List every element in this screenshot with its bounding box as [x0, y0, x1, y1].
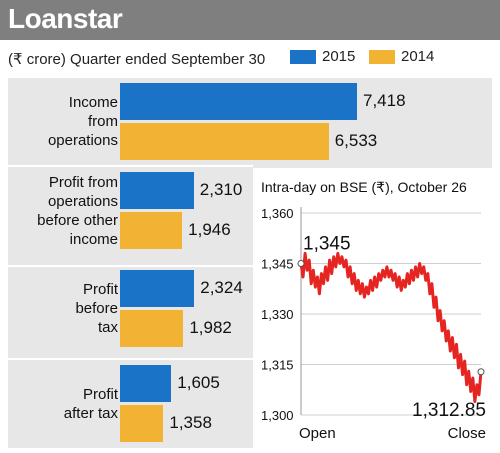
x-label-close: Close: [448, 425, 486, 442]
group-separator: [8, 165, 253, 167]
category-label-line: after tax: [63, 404, 118, 422]
bar-value-label: 1,358: [169, 413, 212, 432]
bar-2015: [120, 270, 195, 307]
close-point: [477, 368, 485, 376]
chart-subtitle: (₹ crore) Quarter ended September 30: [8, 51, 266, 68]
bar-value-label: 7,418: [363, 91, 406, 110]
category-label-line: income: [69, 230, 118, 248]
open-value-annotation: 1,345: [303, 234, 351, 255]
intraday-chart-panel: Intra-day on BSE (₹), October 26 1,360 1,3…: [253, 168, 492, 448]
y-tick-label: 1,360: [261, 206, 294, 221]
y-tick-label: 1,315: [261, 358, 294, 373]
inset-chart-title: Intra-day on BSE (₹), October 26: [261, 179, 467, 195]
category-label-line: tax: [97, 319, 118, 336]
category-label-line: before: [75, 300, 118, 317]
chart-title: Loanstar: [8, 3, 123, 34]
category-label: Profit after tax: [8, 385, 118, 423]
category-label-line: before other: [37, 211, 118, 229]
y-tick-label: 1,300: [261, 408, 294, 423]
category-label: Profit from operations before other income: [8, 173, 118, 249]
bar-2014: [120, 310, 184, 347]
group-separator: [8, 358, 253, 360]
intraday-line-chart: Intra-day on BSE (₹), October 26 1,360 1,3…: [261, 179, 486, 442]
category-label: Profit before tax: [8, 280, 118, 337]
bar-value-label: 1,982: [189, 318, 232, 337]
x-label-open: Open: [299, 425, 336, 442]
category-label: Income from operations: [8, 93, 118, 150]
category-label-line: from: [88, 113, 118, 130]
legend-label-2014: 2014: [401, 48, 435, 65]
close-value-annotation: 1,312.85: [412, 400, 486, 421]
bar-value-label: 1,946: [188, 220, 231, 239]
y-tick-label: 1,345: [261, 257, 294, 272]
bar-value-label: 1,605: [177, 373, 220, 392]
legend-swatch-2015: [290, 50, 316, 64]
bar-2014: [120, 123, 329, 160]
bar-2014: [120, 405, 164, 442]
bar-value-label: 6,533: [334, 131, 378, 150]
bar-2014: [120, 212, 183, 249]
category-label-line: operations: [47, 132, 118, 149]
category-label-line: operations: [47, 192, 118, 210]
category-label-line: Profit: [82, 385, 118, 403]
header-banner: Loanstar: [0, 0, 500, 40]
bar-2015: [120, 365, 172, 402]
y-tick-label: 1,330: [261, 307, 294, 322]
price-series-line: [299, 251, 483, 404]
category-label-line: Profit: [82, 281, 118, 298]
category-label-line: Profit from: [48, 173, 118, 191]
group-separator: [8, 265, 253, 267]
bar-value-label: 2,324: [200, 278, 243, 297]
bar-2015: [120, 83, 357, 120]
legend-label-2015: 2015: [322, 48, 356, 65]
open-point: [297, 260, 305, 267]
category-label-line: Income: [68, 94, 118, 111]
legend-swatch-2014: [369, 50, 395, 64]
bar-value-label: 2,310: [199, 180, 243, 199]
bar-2015: [120, 172, 194, 209]
